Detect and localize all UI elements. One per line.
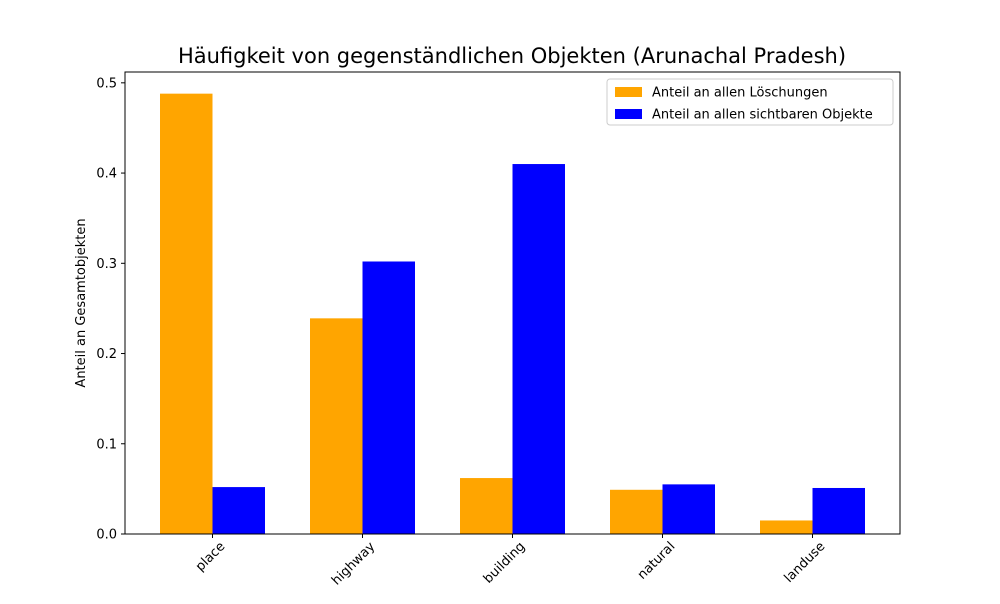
legend-swatch-1 xyxy=(615,87,642,97)
y-tick-label: 0.1 xyxy=(96,437,117,452)
legend-label-2: Anteil an allen sichtbaren Objekte xyxy=(652,108,873,123)
bar-landuse-series-2 xyxy=(812,487,865,534)
legend: Anteil an allen Löschungen Anteil an alle… xyxy=(606,78,894,126)
y-tick-label: 0.4 xyxy=(96,167,117,182)
y-tick-label: 0.5 xyxy=(96,76,117,91)
bar-building-series-1 xyxy=(460,478,513,534)
bar-highway-series-1 xyxy=(310,318,363,534)
y-tick-label: 0.0 xyxy=(96,528,117,543)
chart-title: Häufigkeit von gegenständlichen Objekten… xyxy=(178,44,846,68)
x-tick-label-building: building xyxy=(481,539,528,586)
x-tick-label-natural: natural xyxy=(635,539,678,582)
bars-layer xyxy=(160,93,865,534)
legend-label-1: Anteil an allen Löschungen xyxy=(652,86,828,101)
bar-landuse-series-1 xyxy=(760,520,813,534)
bar-building-series-2 xyxy=(512,164,565,534)
legend-swatch-2 xyxy=(615,109,642,119)
x-tick-label-place: place xyxy=(193,539,228,574)
y-tick-label: 0.3 xyxy=(96,257,117,272)
y-axis-label: Anteil an Gesamtobjekten xyxy=(74,218,89,387)
legend-box xyxy=(606,78,894,126)
x-tick-label-highway: highway xyxy=(329,539,378,588)
bar-highway-series-2 xyxy=(362,261,415,534)
bar-place-series-2 xyxy=(212,487,265,534)
bar-place-series-1 xyxy=(160,93,213,534)
bar-natural-series-1 xyxy=(610,489,663,534)
y-tick-label: 0.2 xyxy=(96,347,117,362)
bar-natural-series-2 xyxy=(662,484,715,534)
x-tick-label-landuse: landuse xyxy=(782,539,829,586)
